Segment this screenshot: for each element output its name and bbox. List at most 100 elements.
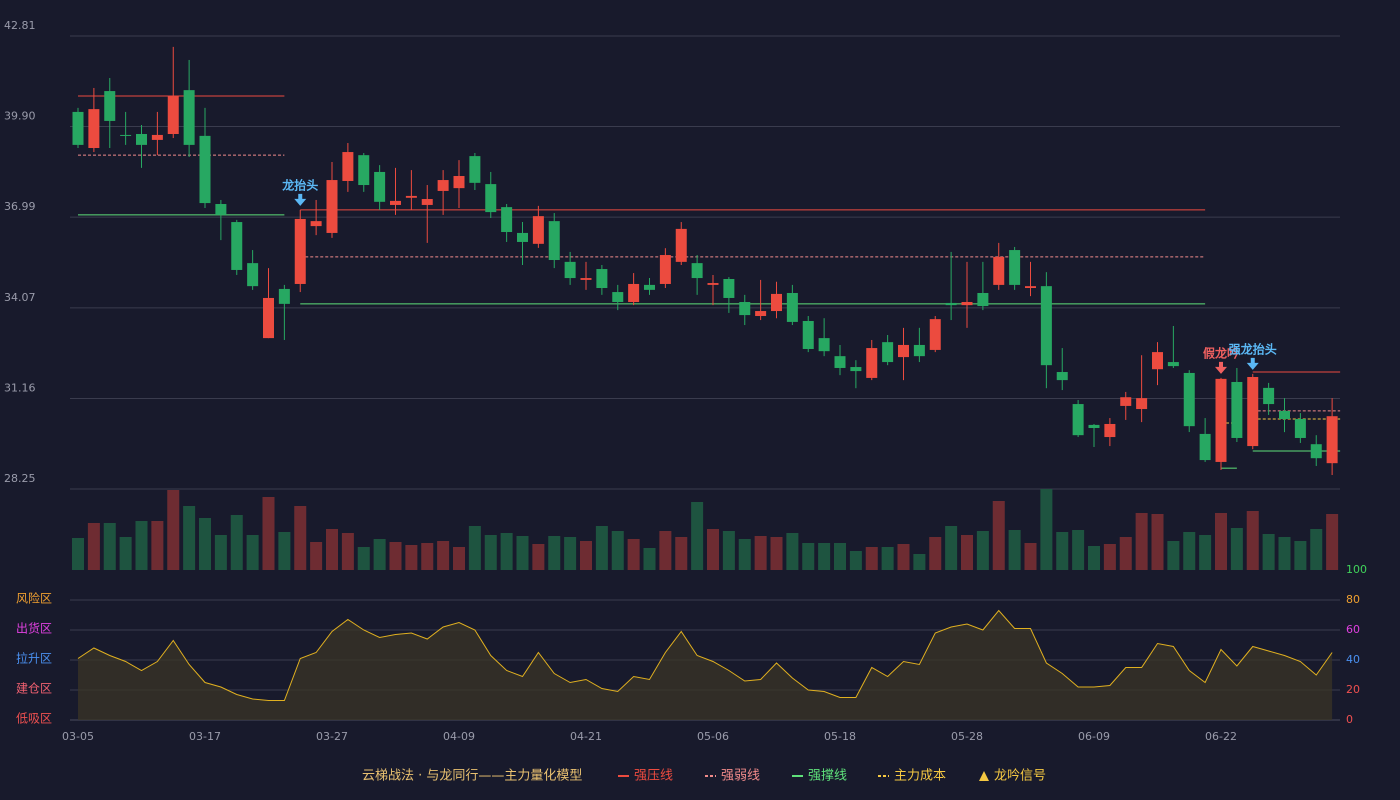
candle-body [485, 184, 497, 213]
volume-bar [849, 551, 862, 570]
volume-bar [1040, 489, 1053, 570]
candle-body [993, 256, 1005, 285]
signal-arrow [294, 193, 307, 206]
volume-bar [310, 542, 323, 570]
candle-body [866, 348, 878, 378]
volume-bar [437, 541, 450, 570]
volume-bar [1072, 530, 1085, 570]
x-tick-label: 03-27 [316, 730, 348, 743]
candle-body [1183, 372, 1195, 427]
candle-body [1009, 250, 1021, 285]
candle-body [136, 134, 147, 145]
signal-arrow [1215, 361, 1227, 374]
volume-bar [929, 537, 942, 570]
candle-body [596, 269, 608, 289]
candle-body [882, 342, 894, 363]
signal-label: 假龙吟 [1203, 345, 1239, 360]
volume-bar [183, 506, 196, 570]
candle-body [278, 288, 290, 304]
volume-bar [913, 554, 926, 570]
candle-body [898, 344, 909, 358]
volume-bar [659, 531, 672, 570]
y-tick-label: 31.16 [4, 381, 36, 394]
volume-bar [564, 537, 577, 570]
candle-body [913, 344, 925, 357]
volume-bar [119, 537, 132, 570]
volume-bar [453, 547, 465, 570]
candle-body [580, 278, 592, 280]
y-tick-label: 36.99 [4, 200, 36, 213]
volume-bar [532, 544, 545, 570]
volume-bar [1215, 513, 1227, 570]
indicator-area [78, 610, 1333, 720]
candle-body [294, 218, 306, 284]
candle-body [612, 292, 624, 303]
volume-bar [1008, 530, 1021, 570]
indicator-tick-label: 0 [1346, 713, 1353, 726]
indicator-tick-label: 40 [1346, 653, 1360, 666]
x-tick-label: 06-09 [1078, 730, 1110, 743]
indicator-tick-label: 60 [1346, 623, 1360, 636]
volume-bar [326, 529, 338, 570]
candle-body [628, 283, 640, 303]
volume-bar [389, 542, 402, 570]
volume-bar [135, 521, 148, 570]
volume-bar [1135, 513, 1148, 570]
candle-body [834, 356, 846, 368]
candle-body [167, 96, 179, 135]
candle-body [469, 156, 481, 183]
volume-bar [595, 526, 608, 570]
legend-label: 龙吟信号 [994, 768, 1046, 784]
volume-bar [802, 543, 815, 570]
volume-bar [770, 537, 783, 570]
signal-arrow [1246, 357, 1259, 370]
candle-body [1088, 424, 1100, 429]
candle-body [358, 155, 370, 186]
volume-bar [1151, 514, 1164, 570]
candle-body [818, 338, 830, 352]
candle-body [739, 302, 751, 316]
legend-title: 云梯战法 · 与龙同行——主力量化模型 [362, 769, 582, 784]
indicator-tick-label: 100 [1346, 563, 1367, 576]
candle-body [1025, 286, 1036, 289]
candle-body [945, 302, 957, 306]
candle-body [707, 283, 719, 285]
volume-bar [294, 506, 307, 570]
candle-body [691, 263, 703, 279]
x-tick-label: 04-21 [570, 730, 602, 743]
volume-bar [897, 544, 910, 570]
volume-bar [834, 543, 846, 570]
volume-bar [357, 547, 370, 570]
volume-bar [1246, 511, 1259, 570]
candle-body [183, 90, 195, 145]
candle-body [1104, 423, 1116, 438]
legend-label: 强弱线 [721, 769, 760, 784]
legend-swatch [979, 771, 989, 781]
volume-bar [1294, 541, 1307, 570]
zone-label: 出货区 [16, 621, 52, 636]
candle-body [786, 292, 798, 322]
volume-bar [722, 531, 735, 570]
y-tick-label: 39.90 [4, 110, 36, 123]
volume-bar [214, 535, 227, 570]
candle-body [1215, 378, 1227, 462]
candle-body [1247, 376, 1259, 447]
volume-bar [103, 523, 116, 570]
volume-bar [754, 536, 767, 570]
volume-bar [961, 535, 973, 570]
candle-body [437, 180, 449, 191]
volume-bar [516, 536, 529, 570]
candle-body [1199, 433, 1211, 461]
candle-body [929, 319, 941, 350]
candle-body [755, 311, 767, 317]
candle-body [977, 292, 989, 307]
volume-bar [786, 533, 799, 570]
volume-bar [500, 533, 513, 570]
x-tick-label: 06-22 [1205, 730, 1237, 743]
x-tick-label: 05-18 [824, 730, 856, 743]
volume-bar [230, 515, 243, 570]
volume-bar [373, 539, 386, 570]
volume-bar [484, 535, 497, 570]
candle-body [231, 222, 243, 270]
